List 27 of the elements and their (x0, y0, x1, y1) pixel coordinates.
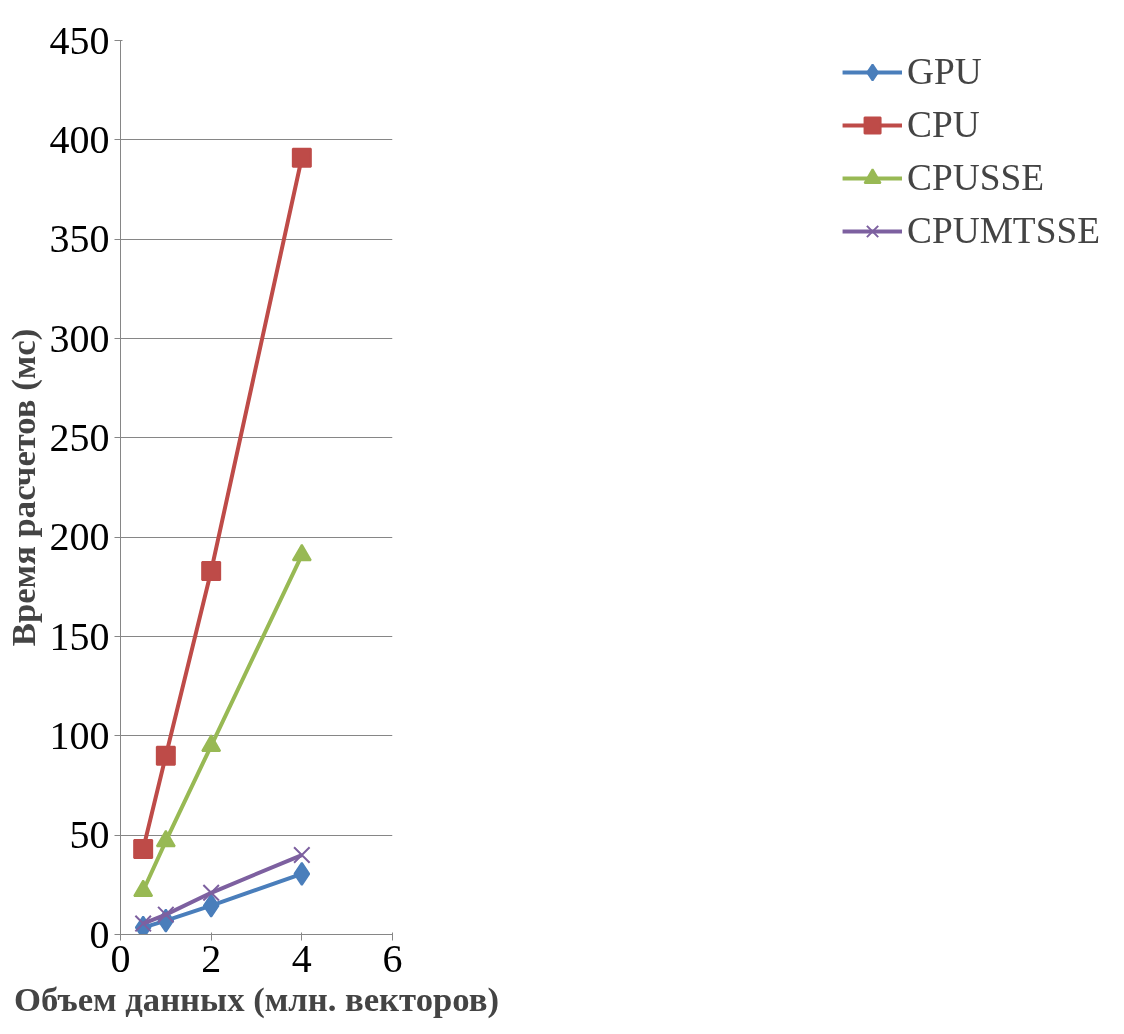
y-tick-label: 200 (49, 514, 110, 560)
point (133, 839, 154, 860)
point (155, 745, 176, 766)
point (293, 846, 311, 864)
point (157, 905, 175, 924)
y-tick-label: 50 (69, 812, 110, 858)
y-tick-label: 100 (49, 712, 110, 758)
point (201, 560, 222, 581)
point (293, 861, 311, 886)
legend-label: GPU (907, 50, 982, 93)
y-tick-label: 250 (49, 414, 110, 460)
x-tick-label: 4 (291, 935, 312, 981)
legend-label: CPUSSE (907, 156, 1044, 199)
y-axis-title: Время расчетов (мс) (3, 328, 43, 647)
y-tick-label: 300 (49, 315, 110, 361)
y-tick-label: 400 (49, 116, 110, 162)
point (291, 147, 312, 168)
y-tick-label: 450 (49, 17, 110, 63)
legend-label: CPU (907, 103, 980, 146)
y-tick-label: 350 (49, 216, 110, 262)
legend-label: CPUMTSSE (907, 209, 1100, 252)
y-tick-label: 150 (49, 613, 110, 659)
x-tick-label: 2 (201, 935, 222, 981)
x-axis-title: Объем данных (млн. векторов) (14, 979, 499, 1019)
point (202, 884, 220, 902)
x-tick-label: 6 (382, 935, 403, 981)
point (202, 893, 220, 918)
